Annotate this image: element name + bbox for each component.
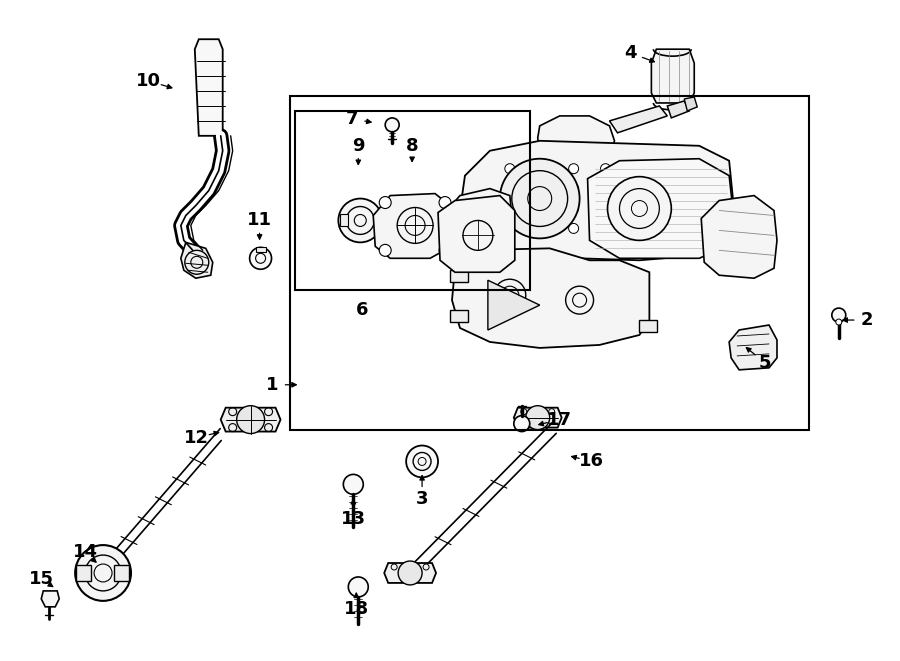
Text: 18: 18 [344, 600, 369, 618]
Circle shape [600, 204, 610, 214]
Text: 1: 1 [266, 375, 279, 394]
Text: 17: 17 [547, 410, 572, 428]
Circle shape [536, 164, 546, 174]
Polygon shape [452, 249, 650, 348]
Circle shape [379, 196, 392, 208]
Circle shape [76, 545, 131, 601]
Polygon shape [684, 97, 698, 111]
Text: 2: 2 [860, 311, 873, 329]
Circle shape [633, 204, 643, 214]
Circle shape [633, 223, 643, 233]
Polygon shape [488, 280, 540, 330]
Polygon shape [514, 408, 562, 428]
Text: 5: 5 [759, 354, 771, 372]
Circle shape [505, 223, 515, 233]
Circle shape [439, 196, 451, 208]
Circle shape [664, 184, 674, 194]
Polygon shape [194, 39, 222, 136]
Polygon shape [639, 320, 657, 332]
Polygon shape [450, 310, 468, 322]
Polygon shape [438, 196, 515, 272]
Polygon shape [340, 214, 348, 227]
Text: 14: 14 [73, 543, 97, 561]
Circle shape [569, 204, 579, 214]
Circle shape [633, 164, 643, 174]
Circle shape [343, 475, 364, 494]
Circle shape [439, 245, 451, 256]
Text: 10: 10 [137, 72, 161, 90]
Polygon shape [220, 408, 281, 432]
Circle shape [526, 406, 550, 430]
Circle shape [536, 204, 546, 214]
Polygon shape [667, 101, 689, 118]
Text: 12: 12 [184, 428, 210, 447]
Bar [291, 96, 809, 430]
Circle shape [338, 198, 382, 243]
Circle shape [505, 164, 515, 174]
Circle shape [379, 245, 392, 256]
Polygon shape [460, 141, 734, 260]
Circle shape [569, 164, 579, 174]
Text: 7: 7 [346, 110, 358, 128]
Circle shape [536, 223, 546, 233]
Text: 13: 13 [341, 510, 365, 528]
Polygon shape [374, 194, 452, 258]
Circle shape [505, 184, 515, 194]
Circle shape [569, 223, 579, 233]
Circle shape [600, 164, 610, 174]
Polygon shape [41, 591, 59, 607]
Circle shape [348, 577, 368, 597]
Polygon shape [450, 270, 468, 282]
Text: 16: 16 [579, 452, 604, 471]
Polygon shape [537, 116, 615, 163]
Polygon shape [609, 106, 667, 133]
Circle shape [385, 118, 400, 132]
Circle shape [500, 159, 580, 239]
Circle shape [536, 184, 546, 194]
Text: 9: 9 [352, 137, 365, 155]
Polygon shape [114, 565, 129, 581]
Bar [295, 111, 530, 290]
Polygon shape [729, 325, 777, 370]
Circle shape [249, 247, 272, 269]
Text: 3: 3 [416, 490, 428, 508]
Polygon shape [701, 196, 777, 278]
Circle shape [406, 446, 438, 477]
Circle shape [237, 406, 265, 434]
Polygon shape [181, 243, 212, 278]
Circle shape [600, 223, 610, 233]
Circle shape [836, 319, 842, 325]
Circle shape [398, 561, 422, 585]
Polygon shape [76, 565, 91, 581]
Polygon shape [652, 49, 694, 103]
Circle shape [514, 416, 530, 432]
Circle shape [664, 223, 674, 233]
Polygon shape [588, 159, 734, 258]
Circle shape [664, 164, 674, 174]
Circle shape [633, 184, 643, 194]
Circle shape [569, 184, 579, 194]
Circle shape [600, 184, 610, 194]
Text: 4: 4 [625, 44, 636, 62]
Polygon shape [384, 563, 436, 583]
Circle shape [505, 204, 515, 214]
Text: 15: 15 [29, 570, 54, 588]
Text: 11: 11 [248, 212, 272, 229]
Circle shape [608, 176, 671, 241]
Circle shape [832, 308, 846, 322]
Polygon shape [256, 247, 266, 253]
Circle shape [664, 204, 674, 214]
Text: 6: 6 [356, 301, 368, 319]
Text: 8: 8 [406, 137, 419, 155]
Polygon shape [447, 188, 512, 245]
